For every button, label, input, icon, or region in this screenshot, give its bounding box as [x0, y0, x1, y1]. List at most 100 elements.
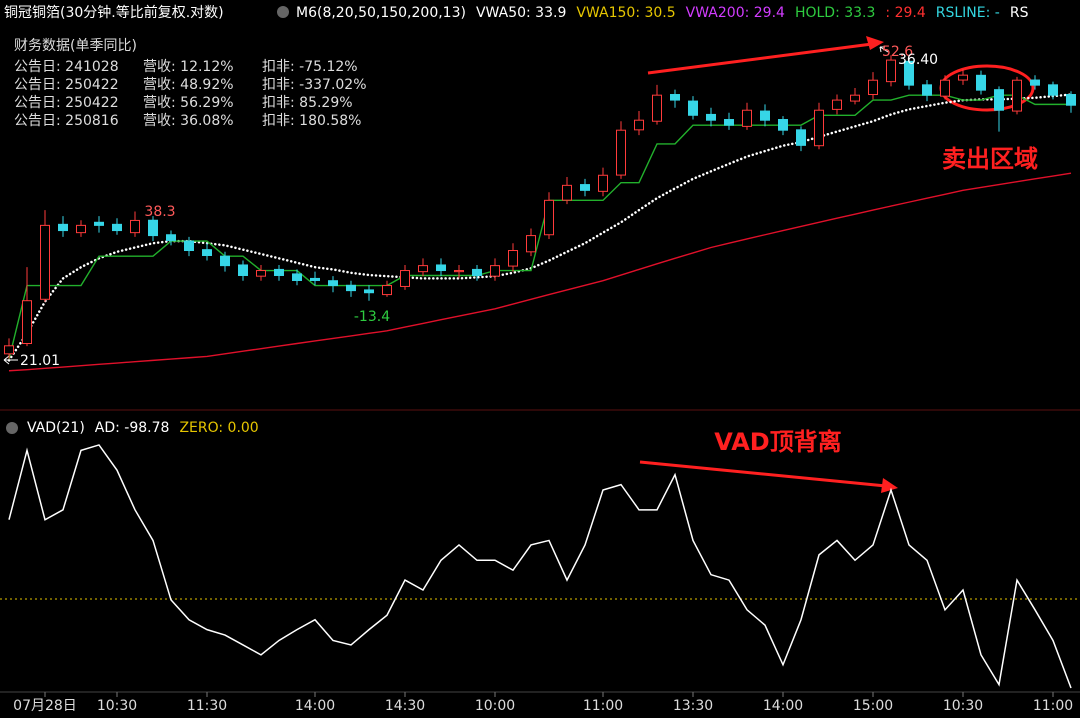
candle-body [364, 289, 374, 294]
x-tick-label: 07月28日 [13, 698, 77, 714]
candle-body [976, 74, 986, 91]
candle-body [724, 119, 734, 126]
finance-cell: 公告日: 250816 [14, 113, 119, 129]
indicator-line [8, 172, 1072, 372]
candle-body [292, 273, 302, 281]
legend-entry: HOLD: 33.3 [795, 5, 875, 21]
candle-body [814, 109, 824, 147]
candle-body [616, 129, 626, 176]
candle-body [202, 249, 212, 257]
x-tick-label: 13:30 [673, 698, 713, 714]
finance-title: 财务数据(单季同比) [14, 38, 137, 54]
candle-body [22, 300, 32, 345]
x-tick-label: 10:30 [97, 698, 137, 714]
finance-cell: 营收: 56.29% [143, 95, 234, 111]
finance-cell: 公告日: 241028 [14, 59, 119, 75]
legend-entry: RS [1010, 5, 1029, 21]
callout-arrowhead [881, 478, 898, 493]
x-tick-label: 11:00 [1033, 698, 1073, 714]
candle-body [526, 235, 536, 253]
candle-body [382, 285, 392, 296]
candle-body [400, 270, 410, 287]
candle-body [994, 89, 1004, 111]
candle-body [652, 94, 662, 122]
arrow-glyph [3, 355, 18, 365]
callout-arrow [647, 42, 873, 75]
candle-body [472, 268, 482, 276]
candle-body [94, 221, 104, 226]
menu-icon[interactable] [277, 6, 289, 18]
candle-body [328, 280, 338, 287]
candle-body [490, 265, 500, 277]
callout-arrow [639, 460, 887, 488]
legend-entry: VWA50: 33.9 [476, 5, 566, 21]
candle-body [4, 345, 14, 355]
chart-title: 铜冠铜箔(30分钟.等比前复权.对数) [4, 4, 224, 21]
candle-body [544, 199, 554, 236]
vad-label: VAD(21) [27, 420, 85, 436]
finance-cell: 公告日: 250422 [14, 77, 119, 93]
candle-body [958, 74, 968, 81]
legend-entry: AD: -98.78 [95, 420, 170, 436]
candle-body [112, 223, 122, 232]
candle-body [256, 270, 266, 277]
x-tick-label: 11:00 [583, 698, 623, 714]
legend-entry: RSLINE: - [936, 5, 1000, 21]
candle-body [436, 264, 446, 272]
candle-body [238, 264, 248, 276]
candle-body [562, 184, 572, 201]
x-tick-label: 10:30 [943, 698, 983, 714]
candle-body [148, 219, 158, 237]
finance-cell: 公告日: 250422 [14, 95, 119, 111]
annotation: 38.3 [144, 204, 175, 220]
legend-entry: ZERO: 0.00 [179, 420, 258, 436]
candle-body [40, 224, 50, 300]
candle-body [904, 60, 914, 86]
candle-body [742, 109, 752, 127]
candle-body [634, 119, 644, 131]
candle-body [346, 284, 356, 292]
candle-body [760, 110, 770, 121]
menu-icon[interactable] [6, 422, 18, 434]
candle-body [1012, 79, 1022, 112]
candle-body [130, 219, 140, 234]
candle-body [850, 94, 860, 102]
candle-body [670, 94, 680, 101]
candle-body [310, 277, 320, 281]
candle-body [688, 100, 698, 116]
candle-body [508, 250, 518, 267]
annotation: -13.4 [354, 309, 390, 325]
finance-cell: 营收: 48.92% [143, 77, 234, 93]
candle-body [418, 265, 428, 273]
candle-body [58, 223, 68, 232]
finance-cell: 扣非: 85.29% [262, 95, 353, 111]
candle-body [1030, 79, 1040, 86]
x-tick-label: 11:30 [187, 698, 227, 714]
candle-body [778, 119, 788, 131]
candle-body [886, 59, 896, 83]
x-tick-label: 14:30 [385, 698, 425, 714]
x-tick-label: 14:00 [763, 698, 803, 714]
finance-cell: 营收: 12.12% [143, 59, 234, 75]
candle-body [580, 184, 590, 191]
annotation: VAD顶背离 [714, 428, 841, 456]
legend-entry: VWA200: 29.4 [686, 5, 785, 21]
finance-cell: 扣非: 180.58% [262, 113, 361, 129]
candle-body [868, 79, 878, 96]
vad-line [8, 444, 1072, 689]
annotation: 52.6 [882, 44, 913, 60]
candle-body [454, 270, 464, 273]
finance-cell: 扣非: -75.12% [262, 59, 358, 75]
candle-body [76, 224, 86, 234]
x-tick-label: 14:00 [295, 698, 335, 714]
annotation: 卖出区域 [942, 145, 1038, 173]
finance-cell: 扣非: -337.02% [262, 77, 367, 93]
x-tick-label: 15:00 [853, 698, 893, 714]
candle-body [598, 174, 608, 192]
candle-body [706, 113, 716, 121]
annotation: 21.01 [20, 353, 60, 369]
candle-body [274, 268, 284, 276]
x-tick-label: 10:00 [475, 698, 515, 714]
